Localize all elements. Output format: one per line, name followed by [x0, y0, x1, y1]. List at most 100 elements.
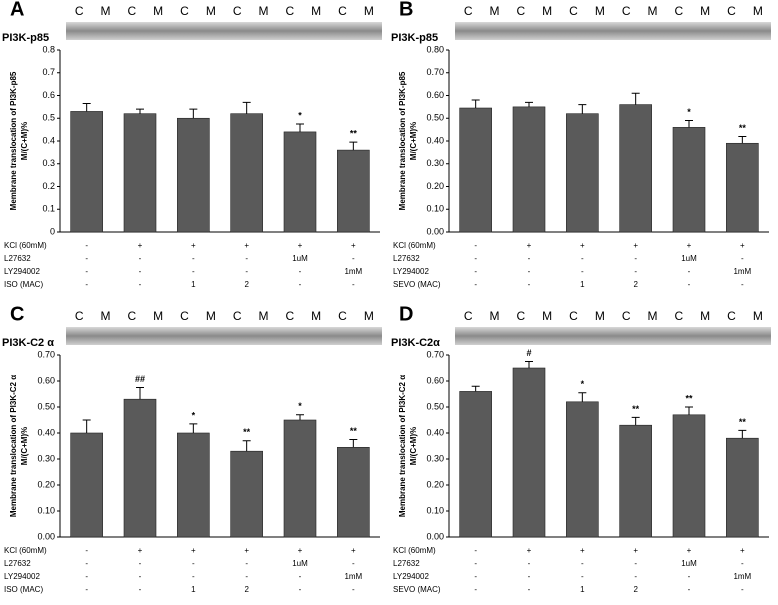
bar	[566, 401, 599, 538]
lane-label: C	[674, 4, 683, 18]
treatment-cell: -	[352, 254, 355, 263]
treatment-cell: -	[581, 559, 584, 568]
lane-label: M	[311, 309, 321, 323]
treatment-label: KCl (60mM)	[4, 241, 47, 250]
treatment-cell: +	[527, 546, 532, 555]
treatment-cell: +	[687, 241, 692, 250]
treatment-cell: 1	[580, 585, 585, 594]
blot-image	[66, 327, 382, 345]
treatment-cell: -	[139, 254, 142, 263]
treatment-cell: 2	[244, 585, 249, 594]
lane-label: M	[700, 4, 710, 18]
treatment-cell: -	[352, 585, 355, 594]
y-tick-label: 0.00	[426, 531, 444, 541]
treatment-cell: -	[85, 254, 88, 263]
lane-label: M	[595, 309, 605, 323]
lane-label: M	[542, 309, 552, 323]
treatment-label: KCl (60mM)	[393, 241, 436, 250]
treatment-cell: -	[474, 546, 477, 555]
treatment-cell: -	[139, 267, 142, 276]
treatment-label: KCl (60mM)	[4, 546, 47, 555]
y-tick-label: 0.8	[42, 44, 55, 54]
treatment-cell: -	[245, 254, 248, 263]
y-tick-label: 0.70	[426, 67, 444, 77]
y-axis-label: Membrane translocation of PI3K-C2 α	[9, 375, 18, 517]
error-bar	[685, 120, 693, 128]
treatment-cell: -	[581, 267, 584, 276]
lane-label: M	[753, 4, 763, 18]
lane-label: M	[364, 4, 374, 18]
treatment-cell: 2	[633, 280, 638, 289]
treatment-cell: -	[474, 267, 477, 276]
bar	[123, 113, 157, 233]
treatment-cell: -	[85, 280, 88, 289]
blot-image	[455, 22, 771, 40]
lane-label: M	[490, 4, 500, 18]
lane-label: C	[727, 4, 736, 18]
treatment-cell: -	[474, 585, 477, 594]
blot-label: PI3K-p85	[2, 32, 49, 44]
treatment-cell: -	[474, 572, 477, 581]
lane-label: M	[648, 4, 658, 18]
lane-label: C	[727, 309, 736, 323]
treatment-cell: +	[244, 546, 249, 555]
y-tick-label: 0.50	[426, 113, 444, 123]
treatment-cell: -	[192, 254, 195, 263]
bar	[566, 113, 599, 233]
treatment-cell: 1	[191, 280, 196, 289]
treatment-cell: -	[474, 254, 477, 263]
lane-label: M	[648, 309, 658, 323]
bar	[123, 398, 157, 538]
bar	[230, 113, 263, 233]
error-bar	[242, 101, 251, 114]
y-tick-label: 0.5	[42, 113, 55, 123]
error-bar	[738, 135, 747, 144]
error-bar	[189, 108, 198, 119]
significance-mark: ##	[135, 374, 145, 384]
lane-label: C	[338, 4, 347, 18]
treatment-label: LY294002	[4, 572, 40, 581]
lane-label: C	[338, 309, 347, 323]
treatment-cell: -	[85, 559, 88, 568]
treatment-cell: +	[580, 241, 585, 250]
lane-label: M	[700, 309, 710, 323]
treatment-cell: -	[192, 267, 195, 276]
treatment-label: ISO (MAC)	[4, 280, 43, 289]
lane-label: C	[127, 4, 136, 18]
error-bar	[82, 102, 91, 112]
treatment-label: SEVO (MAC)	[393, 280, 441, 289]
treatment-cell: -	[581, 254, 584, 263]
lane-label: C	[285, 4, 294, 18]
treatment-cell: +	[351, 546, 356, 555]
lane-label: C	[127, 309, 136, 323]
y-tick-label: 0.40	[426, 427, 444, 437]
lane-label: C	[233, 309, 242, 323]
error-bar	[578, 392, 587, 402]
bar	[619, 104, 652, 233]
y-tick-label: 0.30	[426, 453, 444, 463]
y-axis-label: Membrane translocation of PI3K-C2 α	[398, 375, 407, 517]
treatment-cell: -	[688, 267, 691, 276]
bar	[672, 127, 706, 233]
y-tick-label: 0.10	[426, 505, 444, 515]
lane-label: M	[101, 309, 111, 323]
treatment-cell: +	[740, 546, 745, 555]
panel: A PI3K-p85 C M C M C M C M C M C M Membrane translocat…	[2, 0, 382, 289]
lane-label: M	[364, 309, 374, 323]
treatment-cell: -	[299, 280, 302, 289]
treatment-cell: -	[352, 559, 355, 568]
blot-label: PI3K-p85	[391, 32, 438, 44]
treatment-cell: -	[299, 585, 302, 594]
blot-image	[455, 327, 771, 345]
y-tick-label: 0.50	[426, 401, 444, 411]
significance-mark: **	[350, 129, 358, 139]
error-bar	[136, 108, 144, 114]
y-axis-label: M/(C+M)%	[409, 122, 418, 160]
treatment-label: KCl (60mM)	[393, 546, 436, 555]
treatment-label: LY294002	[4, 267, 40, 276]
y-tick-label: 0.60	[426, 90, 444, 100]
lane-label: C	[622, 309, 631, 323]
bar	[230, 450, 263, 538]
y-tick-label: 0.60	[426, 375, 444, 385]
y-tick-label: 0.20	[426, 181, 444, 191]
